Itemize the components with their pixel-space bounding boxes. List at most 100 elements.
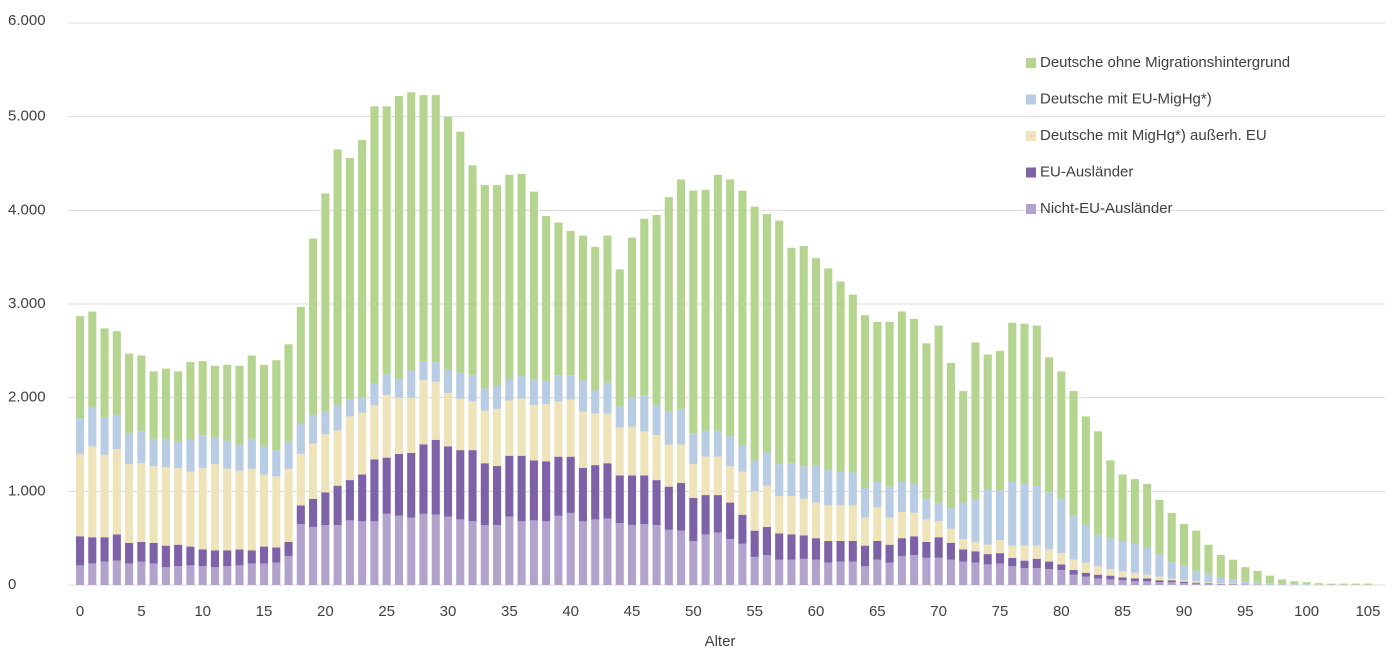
bar-segment	[677, 530, 686, 585]
bar-segment	[738, 190, 747, 446]
x-axis-label: Alter	[705, 633, 736, 650]
bar-segment	[799, 498, 808, 536]
bar-segment	[1094, 566, 1103, 575]
bar-segment	[995, 563, 1005, 585]
bar-segment	[542, 215, 551, 381]
bar-segment	[995, 490, 1005, 541]
bar-segment	[1057, 553, 1066, 565]
bar-segment	[1057, 564, 1066, 571]
bar-segment	[811, 502, 821, 539]
bar-segment	[1081, 576, 1090, 585]
bar-segment	[1143, 578, 1152, 582]
bar-segment	[689, 433, 698, 465]
bar-segment	[726, 466, 735, 503]
bar-segment	[431, 381, 440, 440]
bar-segment	[1069, 391, 1078, 516]
bar-segment	[603, 382, 612, 414]
bar-segment	[566, 399, 575, 457]
bar-segment	[713, 495, 722, 533]
x-tick-label: 30	[440, 603, 457, 620]
bar-segment	[235, 365, 244, 445]
bar-segment	[407, 370, 416, 398]
bar-segment	[493, 185, 502, 386]
bar-segment	[468, 521, 477, 585]
bar-segment	[137, 463, 146, 542]
bar-segment	[407, 92, 416, 371]
bar-segment	[1020, 545, 1029, 561]
bar-segment	[493, 408, 502, 467]
bar-segment	[309, 526, 318, 585]
bar-segment	[640, 395, 649, 432]
bar-segment	[198, 435, 207, 468]
bar-segment	[811, 465, 821, 503]
bar-segment	[112, 534, 121, 561]
bar-segment	[407, 397, 416, 453]
x-tick-label: 40	[562, 603, 579, 620]
bar-segment	[1155, 580, 1164, 583]
bar-segment	[1094, 578, 1103, 585]
bar-segment	[1008, 566, 1017, 585]
bar-segment	[603, 518, 612, 585]
bar-segment	[1057, 371, 1066, 499]
bar-segment	[137, 355, 146, 432]
y-tick-label: 6.000	[8, 12, 46, 29]
bar-segment	[848, 294, 857, 473]
bar-segment	[922, 498, 931, 520]
bar-segment	[1106, 460, 1115, 539]
bar-segment	[174, 544, 183, 567]
bar-segment	[861, 315, 870, 488]
bar-segment	[775, 559, 784, 585]
bar-segment	[272, 360, 281, 451]
bar-segment	[100, 328, 109, 418]
bar-segment	[811, 538, 821, 560]
bar-segment	[186, 546, 195, 566]
bar-segment	[677, 444, 686, 483]
bar-segment	[1290, 581, 1299, 585]
bar-segment	[652, 215, 661, 406]
bar-segment	[259, 474, 269, 547]
bar-segment	[505, 455, 514, 517]
bar-segment	[505, 516, 514, 585]
bar-segment	[1204, 584, 1213, 585]
bar-segment	[333, 525, 342, 585]
y-tick-label: 2.000	[8, 389, 46, 406]
bar-segment	[394, 453, 403, 516]
bar-segment	[259, 563, 269, 585]
y-tick-label: 3.000	[8, 295, 46, 312]
bar-segment	[431, 514, 440, 585]
bar-segment	[1143, 547, 1152, 575]
bar-segment	[1241, 581, 1250, 585]
bar-segment	[419, 513, 428, 585]
bar-segment	[775, 464, 784, 497]
bar-segment	[296, 505, 305, 525]
bar-segment	[1143, 483, 1152, 548]
bar-segment	[1130, 581, 1139, 585]
bar-segment	[1045, 561, 1054, 570]
legend-swatch	[1026, 204, 1036, 214]
bar-segment	[382, 106, 391, 375]
bar-segment	[836, 540, 845, 562]
bar-segment	[848, 505, 857, 541]
bar-segment	[959, 502, 968, 540]
bar-segment	[100, 454, 109, 538]
bar-segment	[186, 471, 195, 547]
bar-segment	[493, 466, 502, 526]
bar-segment	[627, 237, 637, 398]
bar-segment	[726, 502, 735, 540]
bar-segment	[100, 561, 109, 585]
bar-segment	[591, 519, 600, 585]
bar-segment	[873, 481, 882, 508]
bar-segment	[971, 498, 980, 542]
bar-segment	[223, 550, 232, 567]
bar-segment	[174, 441, 183, 468]
bar-segment	[529, 520, 538, 585]
bar-segment	[738, 543, 747, 585]
bar-segment	[664, 444, 673, 487]
bar-segment	[1032, 485, 1041, 546]
bar-segment	[910, 512, 919, 537]
bar-segment	[1008, 481, 1017, 546]
bar-segment	[272, 562, 281, 585]
bar-segment	[762, 485, 771, 527]
bar-segment	[443, 516, 453, 585]
bar-segment	[578, 411, 587, 468]
